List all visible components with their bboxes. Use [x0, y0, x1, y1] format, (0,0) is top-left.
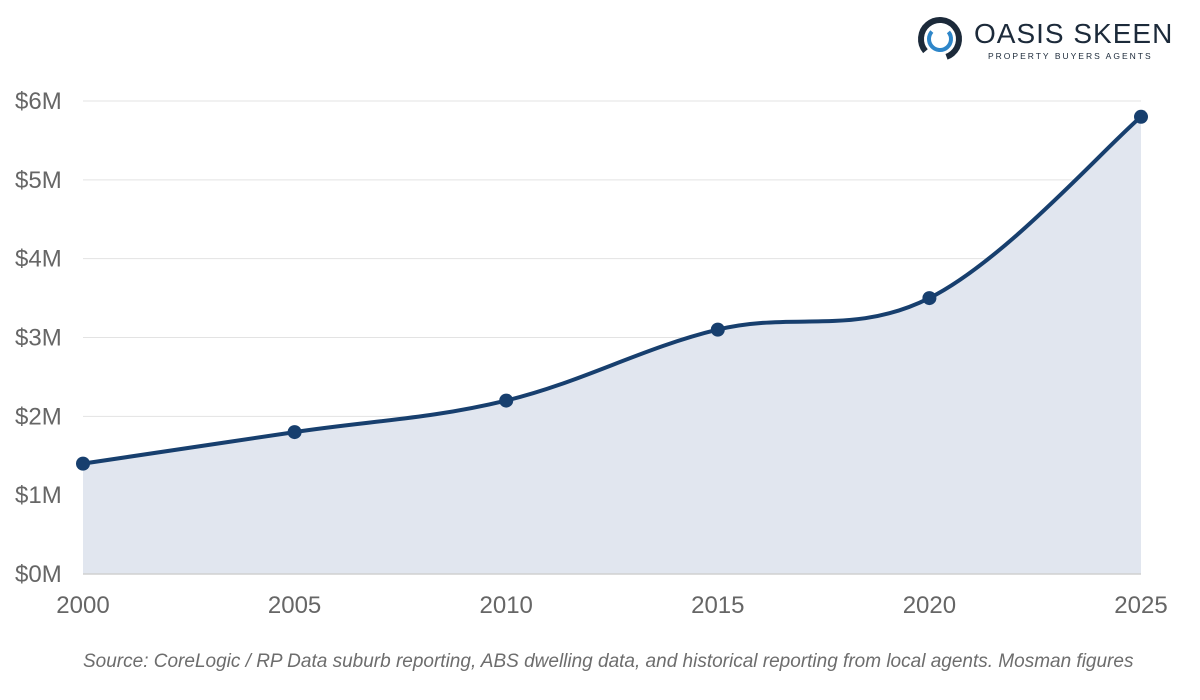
brand-tagline: PROPERTY BUYERS AGENTS — [988, 51, 1153, 61]
x-tick-label: 2015 — [691, 592, 744, 619]
data-point — [499, 393, 514, 408]
data-point — [287, 425, 302, 440]
y-tick-label: $0M — [15, 561, 62, 588]
y-tick-label: $3M — [15, 325, 62, 352]
x-tick-label: 2005 — [268, 592, 321, 619]
data-points — [76, 109, 1148, 471]
y-tick-label: $1M — [15, 482, 62, 509]
y-tick-label: $2M — [15, 403, 62, 430]
data-point — [710, 322, 725, 337]
brand-logo-icon — [918, 17, 962, 61]
price-chart: $0M$1M$2M$3M$4M$5M$6M 2000 2005 2010 2015 20… — [15, 88, 1168, 619]
y-tick-label: $6M — [15, 88, 62, 115]
series-line — [82, 115, 1143, 466]
y-tick-label: $5M — [15, 167, 62, 194]
x-tick-label: 2020 — [903, 592, 956, 619]
x-tick-label: 2025 — [1114, 592, 1167, 619]
data-point — [1134, 109, 1148, 124]
data-point — [922, 291, 937, 306]
x-axis-ticks: 2000 2005 2010 2015 2020 2025 — [56, 592, 1167, 619]
y-tick-label: $4M — [15, 246, 62, 273]
area-fill — [83, 116, 1141, 575]
data-point — [76, 456, 90, 471]
y-axis-ticks: $0M $1M $2M $3M $4M $5M $6M — [15, 88, 62, 588]
x-tick-label: 2010 — [480, 592, 533, 619]
brand-name: OASIS SKEEN — [974, 18, 1174, 49]
x-tick-label: 2000 — [56, 592, 109, 619]
source-note: Source: CoreLogic / RP Data suburb repor… — [83, 651, 1134, 672]
